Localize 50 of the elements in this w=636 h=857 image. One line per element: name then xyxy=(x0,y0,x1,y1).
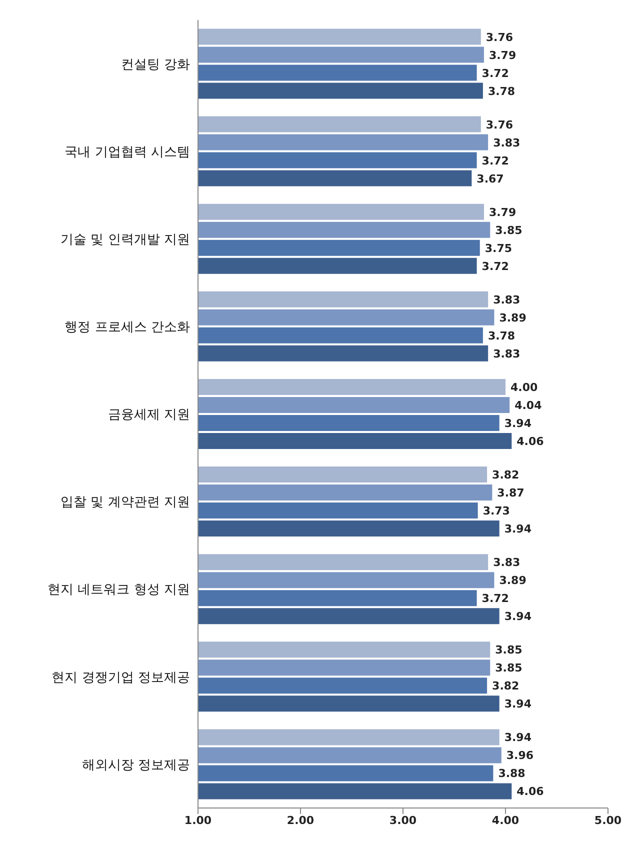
y-tick-label: 현지 경쟁기업 정보제공 xyxy=(52,670,190,686)
data-label: 4.06 xyxy=(516,434,544,448)
data-label: 3.79 xyxy=(488,206,516,219)
data-label: 3.83 xyxy=(493,347,520,360)
data-label: 3.83 xyxy=(493,293,520,306)
data-label: 3.94 xyxy=(504,416,532,430)
data-label: 3.79 xyxy=(488,48,516,62)
data-label: 3.82 xyxy=(492,468,520,482)
data-label: 3.94 xyxy=(504,731,532,744)
data-label: 3.72 xyxy=(482,260,509,273)
data-label: 3.85 xyxy=(495,224,522,237)
data-label: 3.83 xyxy=(493,136,520,150)
data-label: 4.06 xyxy=(516,785,544,798)
data-label: 3.94 xyxy=(504,698,532,711)
y-tick-label: 현지 네트워크 형성 지원 xyxy=(48,582,190,598)
data-label: 3.87 xyxy=(497,486,524,500)
data-label: 3.72 xyxy=(482,592,509,606)
y-tick-label: 입찰 및 계약관련 지원 xyxy=(60,495,190,510)
data-label: 3.78 xyxy=(488,329,516,342)
y-tick-label: 해외시장 정보제공 xyxy=(82,758,190,773)
data-label: 3.67 xyxy=(476,172,504,186)
data-label: 3.73 xyxy=(482,504,510,518)
y-tick-label: 컨설팅 강화 xyxy=(120,57,190,72)
data-label: 3.89 xyxy=(499,574,526,588)
data-label: 3.76 xyxy=(486,118,514,132)
data-label: 3.89 xyxy=(499,311,526,324)
data-label: 3.75 xyxy=(484,242,512,255)
x-tick-label: 5.00 xyxy=(594,814,622,827)
x-tick-label: 4.00 xyxy=(492,814,520,827)
x-tick-label: 3.00 xyxy=(389,814,417,827)
data-label: 3.88 xyxy=(498,767,526,780)
y-tick-label: 금융세제 지원 xyxy=(108,408,190,423)
data-label: 3.78 xyxy=(488,84,516,98)
data-label: 4.04 xyxy=(514,398,542,412)
x-tick-label: 1.00 xyxy=(184,814,212,827)
data-label: 3.85 xyxy=(495,644,522,657)
y-tick-label: 행정 프로세스 간소화 xyxy=(64,320,190,336)
data-label: 3.94 xyxy=(504,522,532,536)
y-tick-label: 기술 및 인력개발 지원 xyxy=(60,232,190,248)
data-label: 3.72 xyxy=(482,66,509,80)
data-label: 3.76 xyxy=(486,30,514,44)
data-label: 3.83 xyxy=(493,556,520,570)
data-label: 3.72 xyxy=(482,154,509,168)
data-label: 3.82 xyxy=(492,680,520,693)
data-label: 3.96 xyxy=(506,749,534,762)
y-tick-label: 국내 기업협력 시스템 xyxy=(64,144,190,160)
data-label: 4.00 xyxy=(510,380,538,394)
data-label: 3.85 xyxy=(495,662,522,675)
x-tick-label: 2.00 xyxy=(286,814,314,827)
data-label: 3.94 xyxy=(504,610,532,624)
